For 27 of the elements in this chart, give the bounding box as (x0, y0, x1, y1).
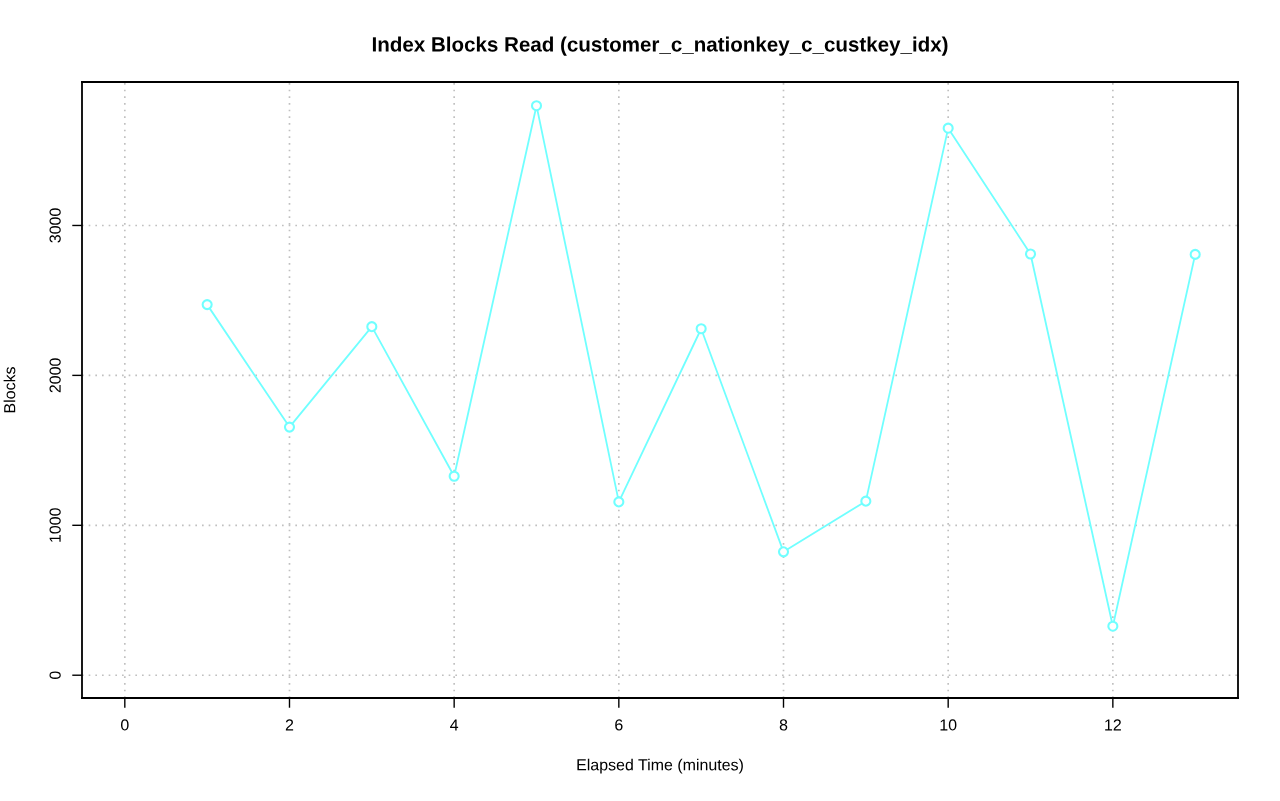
x-tick-label: 10 (940, 719, 957, 731)
point (283, 421, 296, 433)
y-axis-title: Blocks (3, 367, 16, 413)
point (777, 546, 790, 558)
y-tick-label: 2000 (49, 358, 61, 393)
point (613, 496, 625, 508)
point (530, 100, 543, 112)
x-tick-label: 2 (285, 719, 294, 731)
point (942, 122, 954, 134)
x-axis-title: Elapsed Time (minutes) (577, 758, 743, 774)
y-tick-label: 3000 (49, 208, 61, 243)
x-tick-label: 0 (121, 719, 129, 731)
x-tick-label: 12 (1105, 719, 1121, 731)
x-tick-label: 4 (450, 719, 459, 731)
point (1107, 620, 1119, 632)
point (860, 495, 872, 507)
point (201, 299, 213, 311)
point (1189, 248, 1201, 260)
point (695, 323, 707, 335)
point (366, 321, 378, 333)
point (1024, 248, 1037, 260)
x-tick-label: 6 (615, 719, 623, 731)
y-tick-label: 0 (49, 671, 61, 680)
x-tick-label: 8 (779, 719, 788, 731)
point (448, 470, 460, 482)
y-tick-label: 1000 (49, 508, 61, 542)
chart-title: Index Blocks Read (customer_c_nationkey_c_custkey_idx) (372, 36, 948, 56)
